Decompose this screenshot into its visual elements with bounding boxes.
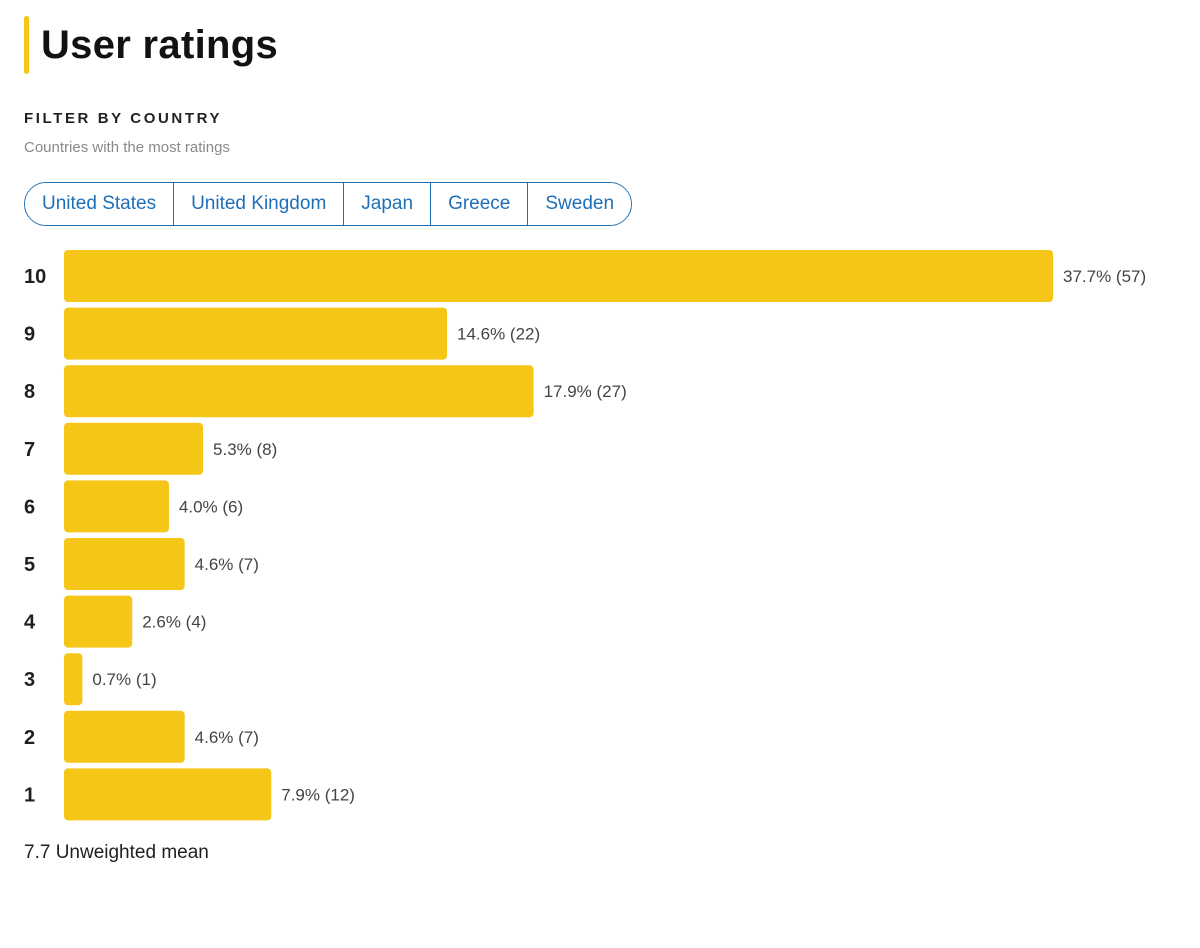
rating-bar-8[interactable] bbox=[64, 365, 534, 418]
filter-subheading: Countries with the most ratings bbox=[24, 139, 230, 156]
country-filter-group: United States United Kingdom Japan Greec… bbox=[24, 182, 633, 226]
rating-bar-1[interactable] bbox=[64, 768, 272, 821]
rating-value-label-3: 0.7% (1) bbox=[92, 670, 156, 689]
title-row: User ratings bbox=[24, 16, 1184, 74]
rating-label-4: 4 bbox=[24, 612, 36, 634]
rating-bar-10[interactable] bbox=[64, 250, 1053, 302]
page-title: User ratings bbox=[41, 22, 279, 67]
rating-value-label-5: 4.6% (7) bbox=[195, 555, 259, 574]
rating-label-6: 6 bbox=[24, 496, 35, 518]
country-chip-greece[interactable]: Greece bbox=[431, 183, 529, 225]
rating-bar-2[interactable] bbox=[64, 710, 185, 763]
rating-label-2: 2 bbox=[24, 727, 35, 749]
country-chip-sweden[interactable]: Sweden bbox=[528, 183, 632, 225]
rating-label-1: 1 bbox=[24, 784, 35, 806]
rating-bar-4[interactable] bbox=[64, 595, 133, 648]
rating-value-label-1: 7.9% (12) bbox=[281, 785, 355, 804]
title-accent-bar bbox=[24, 16, 29, 74]
rating-value-label-2: 4.6% (7) bbox=[195, 728, 259, 747]
rating-value-label-9: 14.6% (22) bbox=[457, 325, 540, 344]
rating-bar-5[interactable] bbox=[64, 538, 185, 590]
rating-label-10: 10 bbox=[24, 266, 46, 288]
country-chip-united-states[interactable]: United States bbox=[25, 183, 175, 225]
rating-value-label-7: 5.3% (8) bbox=[213, 440, 277, 459]
rating-bar-3[interactable] bbox=[64, 653, 83, 706]
rating-label-7: 7 bbox=[24, 439, 35, 461]
rating-bar-9[interactable] bbox=[64, 307, 448, 360]
rating-value-label-6: 4.0% (6) bbox=[179, 497, 243, 516]
rating-bar-6[interactable] bbox=[64, 480, 169, 533]
rating-value-label-10: 37.7% (57) bbox=[1063, 267, 1146, 286]
rating-value-label-8: 17.9% (27) bbox=[544, 382, 627, 401]
ratings-bar-chart: 10 37.7% (57) 9 14.6% (22) 8 17.9% (27) 7 5.3% … bbox=[24, 250, 1146, 821]
rating-label-5: 5 bbox=[24, 554, 35, 576]
rating-label-8: 8 bbox=[24, 381, 35, 403]
rating-label-9: 9 bbox=[24, 324, 35, 346]
user-ratings-panel: User ratings FILTER BY COUNTRY Countries… bbox=[24, 16, 1184, 226]
rating-value-label-4: 2.6% (4) bbox=[142, 613, 206, 632]
rating-bar-7[interactable] bbox=[64, 422, 204, 475]
rating-label-3: 3 bbox=[24, 669, 35, 691]
unweighted-mean: 7.7 Unweighted mean bbox=[24, 842, 209, 863]
country-chip-united-kingdom[interactable]: United Kingdom bbox=[174, 183, 345, 225]
filter-heading: FILTER BY COUNTRY bbox=[24, 110, 223, 127]
country-chip-japan[interactable]: Japan bbox=[344, 183, 432, 225]
